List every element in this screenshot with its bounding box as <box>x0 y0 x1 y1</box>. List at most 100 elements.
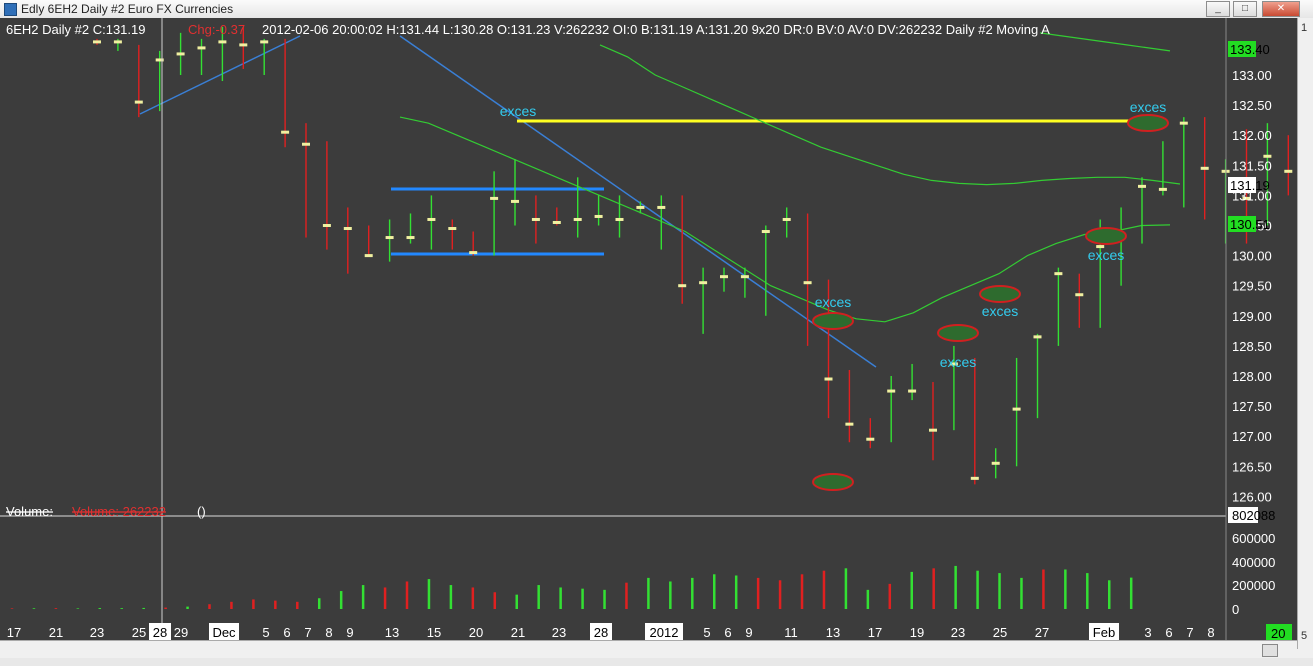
excess-marker[interactable] <box>812 312 854 330</box>
right-scroll-strip[interactable]: 1 5 <box>1297 18 1313 649</box>
close-tick <box>887 389 896 393</box>
price-tick-label: 132.50 <box>1232 98 1272 113</box>
chart-area[interactable]: exces exces exces exces exces exces 6EH2 Dail… <box>0 18 1313 649</box>
annotation-label: exces <box>815 294 852 310</box>
close-tick <box>1200 166 1209 170</box>
time-tick-label: 25 <box>132 625 146 640</box>
close-tick <box>720 275 728 279</box>
ma-long-line <box>1039 32 1171 52</box>
price-tick-label: 126.00 <box>1232 489 1272 504</box>
time-label-box <box>209 623 239 640</box>
volume-label: Volume: <box>6 504 53 519</box>
time-tick-label: 8 <box>1207 625 1214 640</box>
volume-tick-label: 200000 <box>1232 578 1275 593</box>
excess-marker[interactable] <box>979 285 1021 303</box>
price-chart[interactable]: exces exces exces exces exces exces 6EH2 Dail… <box>0 18 1313 649</box>
header-change: Chg:-0.37 <box>188 22 245 37</box>
time-tick-label: 5 <box>703 625 710 640</box>
close-tick <box>908 389 917 393</box>
close-tick <box>552 220 561 224</box>
price-tick-label: 133.00 <box>1232 68 1272 83</box>
time-tick-label: 11 <box>784 625 798 640</box>
volume-max-badge-bg <box>1228 507 1258 523</box>
time-tick-label: 21 <box>49 625 63 640</box>
time-tick-label: 7 <box>1186 625 1193 640</box>
time-tick-label: 13 <box>826 625 840 640</box>
close-tick <box>176 52 185 56</box>
time-tick-label: 15 <box>427 625 441 640</box>
close-tick <box>134 100 143 104</box>
annotation-label: exces <box>1130 99 1167 115</box>
time-tick-label: 23 <box>951 625 965 640</box>
volume-value: Volume: 262232 <box>72 504 166 519</box>
time-label-box <box>149 623 171 640</box>
close-tick <box>740 275 749 279</box>
close-tick <box>1075 293 1084 297</box>
close-tick <box>302 142 310 146</box>
close-button[interactable]: ✕ <box>1262 1 1300 17</box>
app-icon <box>4 3 17 16</box>
close-tick <box>803 281 812 285</box>
last-price-badge-bg <box>1228 177 1256 193</box>
ma-short-line <box>399 116 1171 323</box>
volume-tick-label: 400000 <box>1232 555 1275 570</box>
excess-marker[interactable] <box>812 473 854 491</box>
time-tick-label: 13 <box>385 625 399 640</box>
price-tick-label: 129.00 <box>1232 309 1272 324</box>
minimize-button[interactable]: _ <box>1206 1 1230 17</box>
time-tick-label: 20 <box>469 625 483 640</box>
close-tick <box>929 428 937 432</box>
close-tick <box>845 422 854 426</box>
time-tick-label: 23 <box>552 625 566 640</box>
time-tick-label: Dec <box>212 625 236 640</box>
time-tick-label: 2012 <box>650 625 679 640</box>
close-tick <box>406 236 415 240</box>
close-tick <box>615 217 624 221</box>
time-tick-label: 17 <box>868 625 882 640</box>
price-tick-label: 127.00 <box>1232 429 1272 444</box>
uptrend-line[interactable] <box>139 35 301 115</box>
close-tick <box>866 437 875 441</box>
downtrend-line[interactable] <box>399 35 877 368</box>
close-tick <box>1033 335 1042 339</box>
header-stats: 2012-02-06 20:00:02 H:131.44 L:130.28 O:… <box>262 22 1050 37</box>
time-tick-label: 21 <box>511 625 525 640</box>
close-tick <box>949 362 958 366</box>
scroll-thumb[interactable] <box>1262 644 1278 657</box>
close-tick <box>427 217 436 221</box>
close-tick <box>573 217 582 221</box>
side-glyph-bottom: 5 <box>1301 630 1308 642</box>
excess-marker[interactable] <box>1127 114 1169 132</box>
price-tick-label: 132.00 <box>1232 128 1272 143</box>
header-prefix: 6EH2 Daily #2 C:131.19 <box>6 22 145 37</box>
maximize-button[interactable]: □ <box>1233 1 1257 17</box>
price-tick-label: 126.50 <box>1232 459 1272 474</box>
close-tick <box>824 377 833 381</box>
window-titlebar: Edly 6EH2 Daily #2 Euro FX Currencies _ … <box>0 0 1313 19</box>
interval-badge-bg <box>1266 624 1292 641</box>
annotation-label: exces <box>982 303 1019 319</box>
close-tick <box>113 40 122 44</box>
close-tick <box>1096 245 1105 249</box>
close-tick <box>281 130 290 134</box>
excess-marker[interactable] <box>1085 227 1127 245</box>
close-tick <box>385 236 394 240</box>
window-title: Edly 6EH2 Daily #2 Euro FX Currencies <box>21 2 234 16</box>
close-tick <box>991 461 1000 465</box>
volume-tick-label: 0 <box>1232 602 1239 617</box>
close-tick <box>1158 187 1167 191</box>
time-tick-label: 8 <box>325 625 332 640</box>
horizontal-scrollbar[interactable] <box>0 640 1297 659</box>
close-tick <box>343 227 352 231</box>
time-tick-label: 17 <box>7 625 21 640</box>
ma-short-badge: 130.51 <box>1230 217 1270 232</box>
time-tick-label: 27 <box>1035 625 1049 640</box>
time-tick-label: 29 <box>174 625 188 640</box>
time-tick-label: 25 <box>993 625 1007 640</box>
close-tick <box>1263 154 1272 158</box>
time-tick-label: Feb <box>1093 625 1115 640</box>
excess-marker[interactable] <box>937 324 979 342</box>
close-tick <box>1242 196 1251 200</box>
annotation-label: exces <box>1088 247 1125 263</box>
close-tick <box>511 199 519 203</box>
